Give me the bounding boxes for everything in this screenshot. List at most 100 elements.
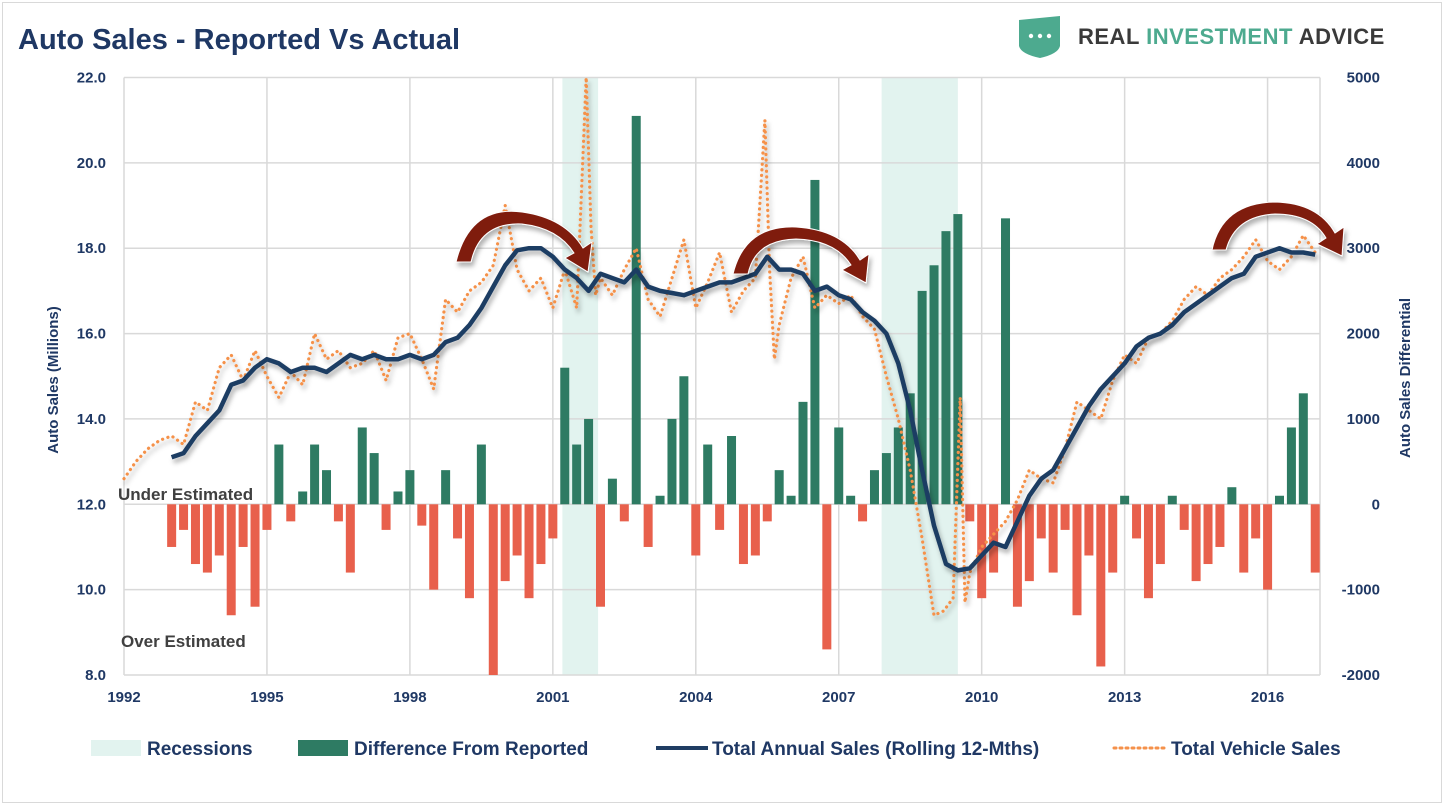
y2-tick-label: 1000 xyxy=(1347,411,1380,428)
y2-tick-label: -1000 xyxy=(1342,582,1380,599)
difference-bar xyxy=(667,418,677,505)
difference-bar xyxy=(1179,504,1189,530)
difference-bar xyxy=(441,470,451,505)
difference-bar xyxy=(179,504,189,530)
difference-bar xyxy=(1191,504,1201,582)
difference-bar xyxy=(322,470,332,505)
difference-bar xyxy=(595,504,605,607)
difference-bar xyxy=(1274,495,1284,505)
difference-bar xyxy=(250,504,260,607)
difference-bar xyxy=(286,504,296,522)
difference-bar xyxy=(1251,504,1261,539)
difference-bar xyxy=(1132,504,1142,539)
difference-bar xyxy=(1012,504,1022,607)
difference-bar xyxy=(1036,504,1046,539)
difference-bar xyxy=(1048,504,1058,573)
legend-label-annual: Total Annual Sales (Rolling 12-Mths) xyxy=(712,739,1039,760)
difference-bar xyxy=(167,504,177,547)
x-tick-label: 2016 xyxy=(1251,689,1284,706)
difference-bar xyxy=(679,376,689,505)
y2-axis-title: Auto Sales Differential xyxy=(1397,298,1414,458)
difference-bar xyxy=(262,504,272,530)
difference-bar xyxy=(989,504,999,573)
difference-bar xyxy=(727,436,737,505)
difference-bar xyxy=(500,504,510,582)
difference-bar xyxy=(214,504,224,556)
difference-bar xyxy=(774,470,784,505)
series-lines xyxy=(122,77,1317,618)
difference-bar xyxy=(453,504,463,539)
y-tick-label: 14.0 xyxy=(77,411,106,428)
chart-title: Auto Sales - Reported Vs Actual xyxy=(18,24,460,56)
difference-bar xyxy=(750,504,760,556)
difference-bar xyxy=(1227,487,1237,505)
y2-tick-label: 3000 xyxy=(1347,240,1380,257)
difference-bar xyxy=(548,504,558,539)
x-tick-label: 2001 xyxy=(536,689,569,706)
difference-bar xyxy=(643,504,653,547)
difference-bar xyxy=(1310,504,1320,573)
difference-bar xyxy=(1143,504,1153,599)
difference-bar xyxy=(476,444,486,505)
y-tick-label: 22.0 xyxy=(77,70,106,87)
legend-swatch-recessions xyxy=(91,740,141,756)
difference-bar xyxy=(357,427,367,505)
difference-bar xyxy=(1084,504,1094,556)
y2-tick-label: 2000 xyxy=(1347,326,1380,343)
difference-bar xyxy=(953,214,963,505)
difference-bar xyxy=(881,453,891,505)
difference-bar xyxy=(1263,504,1273,590)
difference-bar xyxy=(512,504,522,556)
difference-bar xyxy=(619,504,629,522)
difference-bar xyxy=(202,504,212,573)
difference-bar xyxy=(238,504,248,547)
difference-bar xyxy=(762,504,772,522)
difference-bar xyxy=(524,504,534,599)
difference-bar xyxy=(226,504,236,616)
logo-text-real: REAL xyxy=(1078,24,1146,49)
difference-bar xyxy=(655,495,665,505)
difference-bar xyxy=(369,453,379,505)
difference-bar xyxy=(464,504,474,599)
logo-text-advice: ADVICE xyxy=(1293,24,1385,49)
legend-label-recessions: Recessions xyxy=(147,739,253,760)
difference-bar xyxy=(393,491,403,505)
x-tick-label: 2013 xyxy=(1108,689,1141,706)
y2-tick-label: 5000 xyxy=(1347,70,1380,87)
difference-bar xyxy=(345,504,355,573)
legend-label-vehicle: Total Vehicle Sales xyxy=(1171,739,1341,760)
logo-text-investment: INVESTMENT xyxy=(1146,24,1293,49)
difference-bar xyxy=(941,231,951,505)
difference-bar xyxy=(631,115,641,505)
y2-tick-label: 4000 xyxy=(1347,155,1380,172)
difference-bar xyxy=(1286,427,1296,505)
difference-bar xyxy=(798,401,808,505)
y2-tick-label: -2000 xyxy=(1342,667,1380,684)
difference-bar xyxy=(1001,218,1011,505)
difference-bar xyxy=(1239,504,1249,573)
difference-bar xyxy=(869,470,879,505)
difference-bar xyxy=(405,470,415,505)
difference-bar xyxy=(1096,504,1106,667)
difference-bar xyxy=(1298,393,1308,505)
legend: Recessions Difference From Reported Tota… xyxy=(91,739,1341,760)
difference-bar xyxy=(893,427,903,505)
difference-bar xyxy=(1155,504,1165,565)
difference-bars xyxy=(167,115,1320,675)
x-tick-label: 1992 xyxy=(107,689,140,706)
difference-bar xyxy=(965,504,975,522)
difference-bar xyxy=(607,478,617,505)
gridlines xyxy=(123,76,1321,676)
y-axis-title: Auto Sales (Millions) xyxy=(45,306,62,454)
y-tick-label: 12.0 xyxy=(77,496,106,513)
y-tick-label: 18.0 xyxy=(77,240,106,257)
difference-bar xyxy=(310,444,320,505)
difference-bar xyxy=(786,495,796,505)
annotation-under-estimated: Under Estimated xyxy=(118,485,253,504)
legend-swatch-difference xyxy=(298,740,348,756)
difference-bar xyxy=(381,504,391,530)
difference-bar xyxy=(190,504,200,565)
difference-bar xyxy=(1072,504,1082,616)
